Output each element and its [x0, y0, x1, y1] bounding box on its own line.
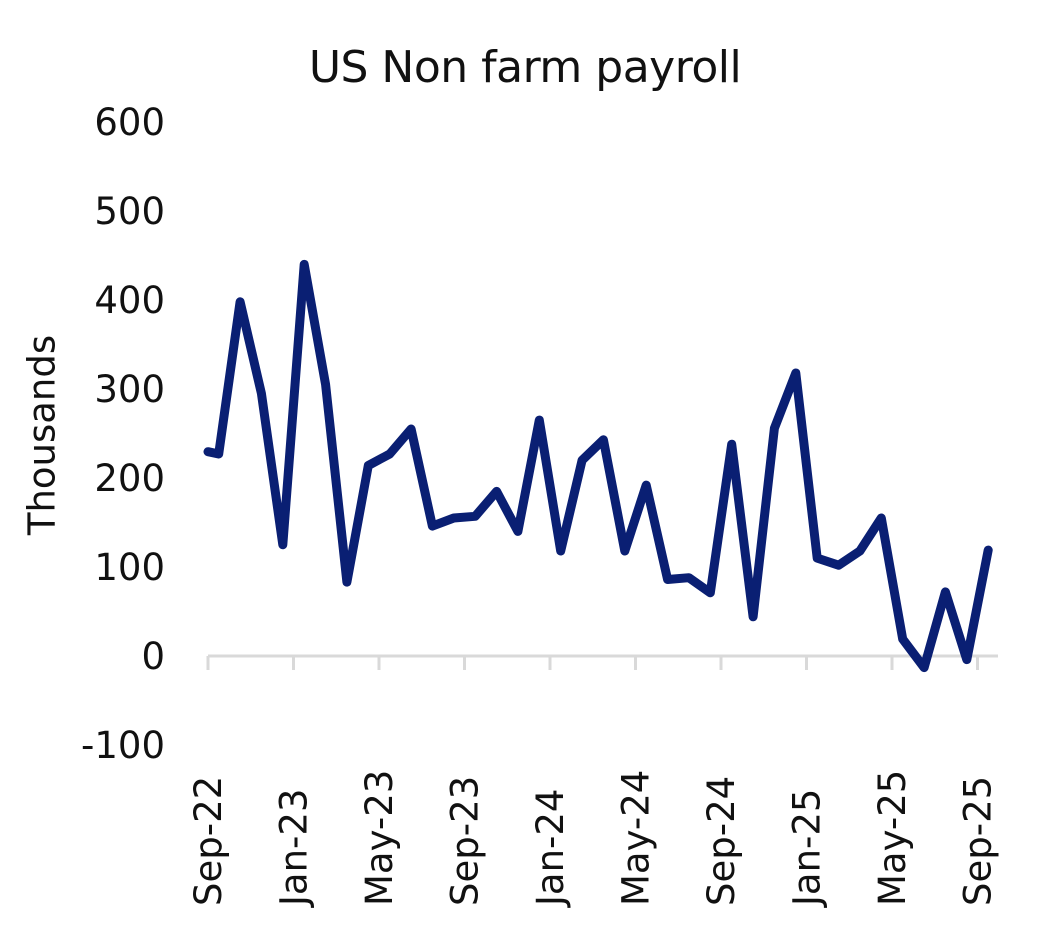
y-axis-ticks: 600 500 400 300 200 100 0 -100	[81, 101, 165, 767]
y-tick-label: 600	[94, 101, 165, 144]
y-tick-label: 0	[141, 635, 165, 678]
x-tick-label: Jan-24	[529, 789, 572, 908]
series-line	[203, 259, 993, 673]
x-tick-label: Sep-24	[700, 776, 743, 906]
chart-title: US Non farm payroll	[308, 42, 742, 93]
x-tick-label: Sep-25	[957, 776, 1000, 906]
y-tick-label: 500	[94, 190, 165, 233]
y-tick-label: 300	[94, 368, 165, 411]
x-axis-tick-labels: Sep-22 Jan-23 May-23 Sep-23 Jan-24 May-24 Sep-…	[187, 770, 1000, 908]
y-tick-label: 200	[94, 457, 165, 500]
y-tick-label: -100	[81, 724, 165, 767]
x-tick-label: May-24	[615, 770, 658, 906]
y-tick-label: 100	[94, 546, 165, 589]
x-tick-label: Sep-22	[187, 776, 230, 906]
x-tick-label: Sep-23	[444, 776, 487, 906]
x-tick-label: Jan-25	[786, 789, 829, 908]
x-axis	[206, 654, 998, 670]
x-tick-label: May-25	[871, 770, 914, 906]
y-tick-label: 400	[94, 279, 165, 322]
x-tick-label: Jan-23	[273, 789, 316, 908]
x-tick-label: May-23	[358, 770, 401, 906]
